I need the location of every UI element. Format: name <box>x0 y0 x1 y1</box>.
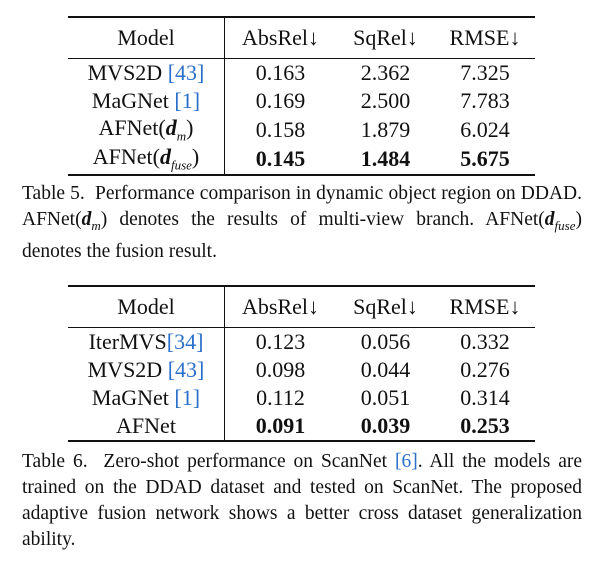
sqrel-value: 0.044 <box>360 357 411 382</box>
table-row: AFNet 0.091 0.039 0.253 <box>68 412 535 441</box>
sqrel-value: 2.500 <box>360 88 411 113</box>
absrel-value: 0.098 <box>255 357 306 382</box>
rmse-value: 0.332 <box>460 329 510 354</box>
col-header-absrel: AbsRel↓ <box>242 25 319 50</box>
col-header-sqrel: SqRel↓ <box>353 25 418 50</box>
table-row: AFNet(dfuse) 0.145 1.484 5.675 <box>68 144 535 175</box>
col-header-rmse: RMSE↓ <box>449 294 521 319</box>
table-6-header-row: Model AbsRel↓ SqRel↓ RMSE↓ <box>68 286 535 328</box>
col-header-rmse: RMSE↓ <box>449 25 521 50</box>
model-name: AFNet(dm) <box>68 115 225 145</box>
col-header-sqrel: SqRel↓ <box>353 294 418 319</box>
citation-link[interactable]: [1] <box>174 385 201 410</box>
table-5-header-row: Model AbsRel↓ SqRel↓ RMSE↓ <box>68 17 535 59</box>
col-header-model: Model <box>68 286 225 328</box>
model-name: AFNet(dfuse) <box>68 144 225 175</box>
model-name: MaGNet [1] <box>68 384 225 412</box>
sqrel-value: 2.362 <box>360 60 411 85</box>
table-5: Model AbsRel↓ SqRel↓ RMSE↓ MVS2D [43] 0.… <box>68 16 535 176</box>
model-name: MVS2D [43] <box>68 58 225 87</box>
model-name: MaGNet [1] <box>68 87 225 115</box>
absrel-value: 0.112 <box>256 385 305 410</box>
col-header-model: Model <box>68 17 225 59</box>
rmse-value: 0.276 <box>460 357 510 382</box>
model-name: AFNet <box>68 412 225 441</box>
absrel-value: 0.163 <box>255 60 306 85</box>
sqrel-value: 0.051 <box>360 385 411 410</box>
citation-link[interactable]: [43] <box>167 60 205 85</box>
table-row: MaGNet [1] 0.169 2.500 7.783 <box>68 87 535 115</box>
model-name: MVS2D [43] <box>68 356 225 384</box>
table-row: AFNet(dm) 0.158 1.879 6.024 <box>68 115 535 145</box>
citation-link[interactable]: [6] <box>394 451 418 472</box>
rmse-value: 0.314 <box>460 385 510 410</box>
table-6-caption: Table 6. Zero-shot performance on ScanNe… <box>22 451 583 550</box>
rmse-value: 6.024 <box>460 116 510 142</box>
sqrel-value: 1.484 <box>360 146 411 172</box>
citation-link[interactable]: [43] <box>167 357 205 382</box>
sqrel-value: 0.056 <box>360 329 411 354</box>
sqrel-value: 0.039 <box>360 413 411 438</box>
table-6: Model AbsRel↓ SqRel↓ RMSE↓ IterMVS[34] 0… <box>68 285 535 442</box>
citation-link[interactable]: [34] <box>166 329 204 354</box>
table-row: IterMVS[34] 0.123 0.056 0.332 <box>68 327 535 356</box>
citation-link[interactable]: [1] <box>174 88 201 113</box>
absrel-value: 0.091 <box>255 413 306 438</box>
rmse-value: 5.675 <box>460 146 510 172</box>
table-row: MaGNet [1] 0.112 0.051 0.314 <box>68 384 535 412</box>
table-row: MVS2D [43] 0.163 2.362 7.325 <box>68 58 535 87</box>
rmse-value: 0.253 <box>460 413 510 438</box>
absrel-value: 0.158 <box>255 116 306 142</box>
table-5-caption: Table 5. Performance comparison in dynam… <box>22 183 583 262</box>
rmse-value: 7.783 <box>460 88 510 113</box>
table-row: MVS2D [43] 0.098 0.044 0.276 <box>68 356 535 384</box>
col-header-absrel: AbsRel↓ <box>242 294 319 319</box>
rmse-value: 7.325 <box>460 60 510 85</box>
sqrel-value: 1.879 <box>360 116 411 142</box>
model-name: IterMVS[34] <box>68 327 225 356</box>
absrel-value: 0.123 <box>255 329 306 354</box>
absrel-value: 0.145 <box>255 146 306 172</box>
absrel-value: 0.169 <box>255 88 306 113</box>
